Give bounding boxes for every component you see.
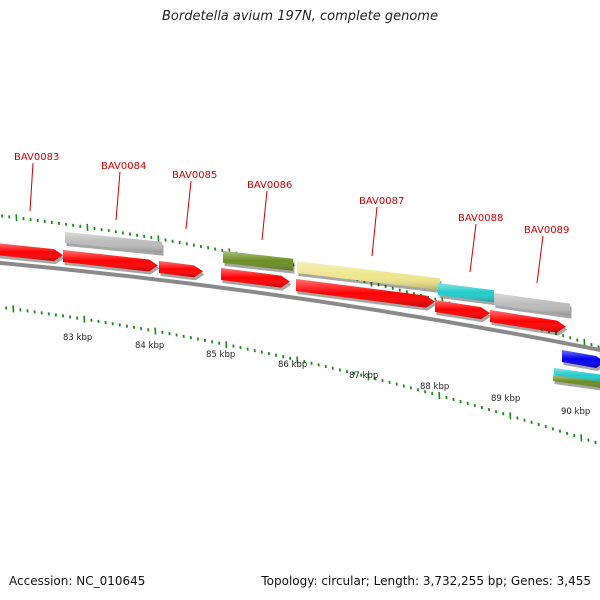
red-feature-arrow-5-highlight: [435, 300, 490, 320]
gene-label-bav0086[interactable]: BAV0086: [247, 180, 292, 191]
gene-bav0084-box-highlight: [65, 232, 162, 253]
gene-bav0088-box-highlight: [438, 283, 494, 303]
gene-label-bav0083[interactable]: BAV0083: [14, 152, 59, 163]
gene-bav0089-box-highlight: [494, 293, 570, 316]
gene-bav0083-arrow-highlight: [0, 243, 63, 262]
kbp-label-85: 85 kbp: [206, 350, 235, 360]
kbp-label-83: 83 kbp: [63, 333, 92, 343]
gene-label-bav0084[interactable]: BAV0084: [101, 161, 146, 172]
kbp-label-86: 86 kbp: [278, 360, 307, 370]
gene-bav0086-box-highlight: [223, 251, 293, 271]
blue-feature-arrow-highlight: [562, 350, 600, 369]
kbp-label-89: 89 kbp: [491, 394, 520, 404]
leader-line-3: [261, 190, 268, 241]
label-leader-lines: [29, 162, 544, 284]
red-feature-arrow-4-highlight: [296, 279, 435, 308]
kbp-label-90: 90 kbp: [561, 407, 590, 417]
kbp-label-87: 87 kbp: [349, 371, 378, 381]
gene-label-bav0089[interactable]: BAV0089: [524, 225, 569, 236]
kbp-label-84: 84 kbp: [135, 341, 164, 351]
gene-label-bav0087[interactable]: BAV0087: [359, 196, 404, 207]
leader-line-1: [115, 171, 121, 221]
red-feature-arrow-6-highlight: [490, 310, 566, 333]
gene-labels: BAV0083 BAV0084 BAV0085 BAV0086 BAV0087 …: [14, 152, 569, 236]
gene-label-bav0088[interactable]: BAV0088: [458, 213, 503, 224]
leader-line-6: [536, 235, 544, 284]
kbp-labels: 83 kbp 84 kbp 85 kbp 86 kbp 87 kbp 88 kb…: [63, 333, 590, 417]
gene-label-bav0085[interactable]: BAV0085: [172, 170, 217, 181]
genome-summary-text: Topology: circular; Length: 3,732,255 bp…: [261, 574, 591, 588]
red-feature-arrow-1-highlight: [63, 250, 158, 272]
genome-backbone: [0, 260, 600, 353]
cyan-feature-box-highlight: [554, 368, 600, 382]
leader-line-2: [185, 180, 192, 230]
feature-track: [0, 232, 600, 391]
red-feature-arrow-3-highlight: [221, 268, 290, 288]
kbp-label-88: 88 kbp: [420, 382, 449, 392]
leader-line-5: [469, 223, 477, 273]
red-feature-arrow-2-highlight: [159, 261, 203, 278]
map-title: Bordetella avium 197N, complete genome: [162, 9, 438, 24]
lower-tick-track: [5, 305, 597, 445]
leader-line-4: [371, 206, 378, 257]
gene-bav0087-box-highlight: [297, 261, 440, 291]
olive-feature-box-highlight: [553, 375, 600, 388]
leader-line-0: [29, 162, 34, 212]
accession-text: Accession: NC_010645: [9, 574, 146, 588]
